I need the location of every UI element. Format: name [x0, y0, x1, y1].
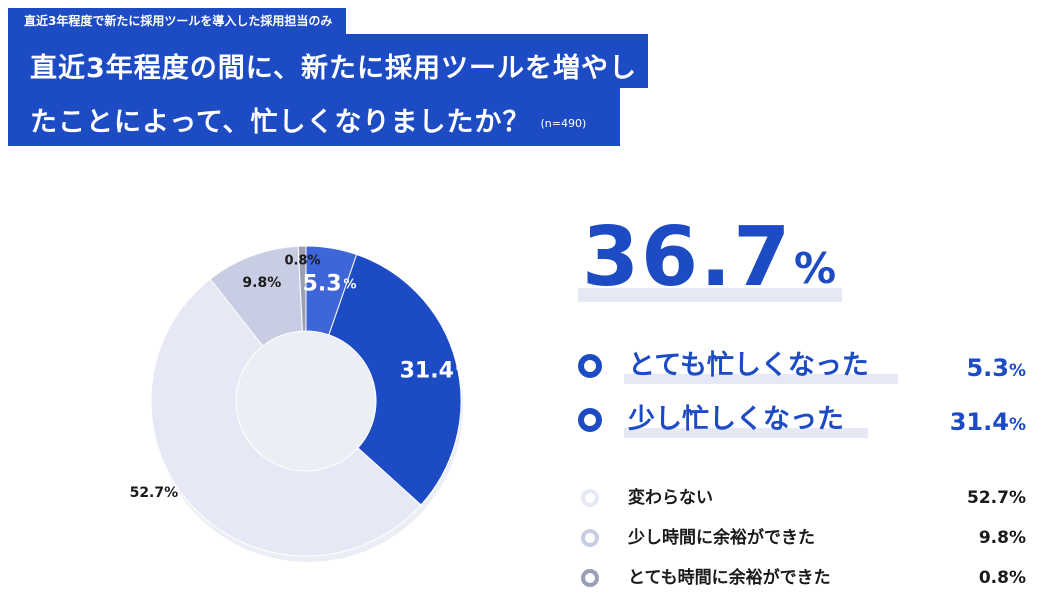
legend-value-number: 5.3	[966, 354, 1009, 382]
legend-value-number: 31.4	[949, 408, 1009, 436]
summary-highlight	[578, 288, 842, 302]
legend-value: 52.7%	[967, 488, 1026, 508]
legend-marker-icon	[581, 569, 599, 587]
legend-marker-icon	[581, 489, 599, 507]
legend-value: 0.8%	[978, 568, 1026, 588]
legend-marker-icon	[581, 529, 599, 547]
legend-label: とても時間に余裕ができた	[628, 568, 831, 588]
legend-highlight	[624, 374, 898, 384]
slice-label-somewhat-more-time: 9.8%	[242, 275, 281, 291]
chart-title-line2: たことによって、忙しくなりましたか？ (n=490)	[30, 100, 586, 139]
legend-value: 5.3%	[966, 350, 1026, 389]
legend-label: 少し時間に余裕ができた	[628, 528, 815, 548]
donut-slice-no-change	[150, 278, 422, 557]
legend-highlight	[624, 428, 868, 438]
legend-label: 変わらない	[628, 488, 713, 508]
legend-label: とても忙しくなった	[628, 350, 869, 381]
summary-unit: %	[794, 244, 837, 293]
legend-marker-icon	[578, 354, 602, 378]
legend-marker-icon	[578, 408, 602, 432]
legend-value-unit: %	[1008, 361, 1026, 381]
legend-label: 少し忙しくなった	[628, 404, 844, 435]
summary-percentage: 36.7 %	[578, 214, 842, 302]
title-background-bottom	[8, 88, 620, 146]
legend-value: 31.4%	[950, 404, 1026, 443]
chart-title-line1: 直近3年程度の間に、新たに採用ツールを増やし	[30, 53, 637, 84]
donut-slice-much-more-time	[297, 245, 307, 332]
slice-label-no-change: 52.7%	[130, 485, 179, 501]
donut-slice-somewhat-busy	[328, 253, 462, 506]
survey-scope-tag: 直近3年程度で新たに採用ツールを導入した採用担当のみ	[8, 8, 347, 34]
slice-label-much-more-time: 0.8%	[284, 254, 320, 269]
legend-value: 9.8%	[978, 528, 1026, 548]
sample-size-label: (n=490)	[540, 117, 587, 130]
summary-value: 36.7	[582, 210, 793, 305]
title-background-top	[8, 34, 648, 88]
legend-value-unit: %	[1008, 415, 1026, 435]
chart-title-line2-text: たことによって、忙しくなりましたか？	[30, 107, 531, 138]
